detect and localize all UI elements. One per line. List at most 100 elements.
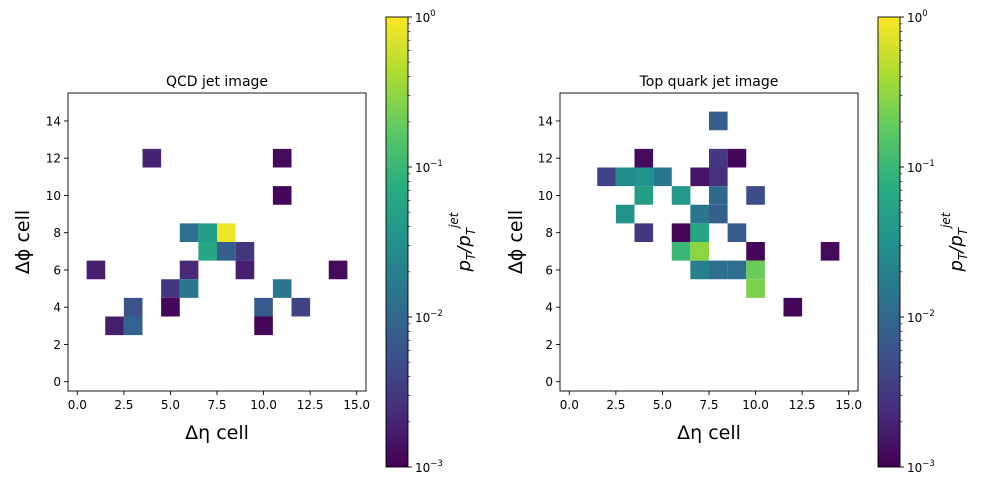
x-tick-label: 12.5 <box>297 398 324 412</box>
heatmap-cell <box>198 242 217 261</box>
heatmap-cell <box>161 279 180 298</box>
colorbar-tick-label: 10−2 <box>907 309 935 325</box>
heatmap-cell <box>727 223 747 242</box>
heatmap-cell <box>634 223 654 242</box>
y-tick-label: 10 <box>538 189 553 203</box>
heatmap-cell <box>328 260 348 280</box>
x-tick-label: 15.0 <box>343 398 370 412</box>
heatmap-cell <box>179 279 199 298</box>
x-tick-label: 10.0 <box>742 398 769 412</box>
heatmap-cell <box>709 186 728 205</box>
heatmap-cell <box>690 242 709 261</box>
heatmap-cell <box>690 223 709 242</box>
heatmap-cell <box>86 260 106 280</box>
colorbar-tick-label: 10−3 <box>907 459 935 475</box>
x-axis-label: Δη cell <box>185 422 249 444</box>
y-tick-label: 14 <box>46 114 61 128</box>
colorbar-tick-label: 10−1 <box>415 159 443 175</box>
heatmap-cell <box>272 148 292 168</box>
y-tick-label: 10 <box>46 189 61 203</box>
heatmap-cell <box>105 316 124 336</box>
x-tick-label: 5.0 <box>161 398 180 412</box>
heatmap-cell <box>727 260 747 280</box>
heatmap-cell <box>634 186 654 205</box>
y-axis-label: Δϕ cell <box>505 210 527 274</box>
colorbar-tick-label: 10−1 <box>907 159 935 175</box>
chart-panel-2: 0.0 2.5 5.0 7.5 10.0 12.5 15.0 0 2 4 6 8 10 12 14 Top q… <box>505 9 970 475</box>
x-tick-label: 7.5 <box>207 398 226 412</box>
heatmap-cell <box>123 297 143 317</box>
heatmap-cell <box>820 242 840 261</box>
heatmap-cell <box>671 242 691 261</box>
heatmap-cell <box>727 148 747 168</box>
chart-title: QCD jet image <box>166 74 268 90</box>
y-axis-label: Δϕ cell <box>12 210 34 274</box>
heatmap-cell <box>235 260 255 280</box>
x-tick-label: 7.5 <box>699 398 718 412</box>
heatmap-cell <box>217 223 236 242</box>
colorbar-frame <box>385 16 409 468</box>
heatmap-cell <box>690 260 709 280</box>
colorbar-gradient <box>386 17 408 467</box>
colorbar: 10−3 10−2 10−1 100 pT/pTjet <box>877 9 970 475</box>
y-tick-label: 8 <box>53 226 61 240</box>
colorbar-tick-label: 100 <box>907 9 928 25</box>
heatmap-cell <box>597 167 616 187</box>
colorbar: 10−3 10−2 10−1 100 pT/pTjet <box>385 9 478 475</box>
heatmap-cell <box>291 297 311 317</box>
heatmap-cell <box>634 167 654 187</box>
chart-panel-1: 0.0 2.5 5.0 7.5 10.0 12.5 15.0 0 2 4 6 8 10 12 14 QCD j… <box>12 9 478 475</box>
heatmap-cell <box>161 297 180 317</box>
heatmap-cell <box>615 204 635 224</box>
heatmap-cell <box>235 242 255 261</box>
y-tick-label: 6 <box>545 263 553 277</box>
colorbar-frame <box>877 16 901 468</box>
x-tick-label: 0.0 <box>68 398 87 412</box>
heatmap-cell <box>198 223 217 242</box>
colorbar-label: pT/pTjet <box>447 211 478 272</box>
y-tick-label: 6 <box>53 263 61 277</box>
heatmap-cell <box>272 279 292 298</box>
heatmap-cell <box>709 204 728 224</box>
y-tick-label: 0 <box>545 375 553 389</box>
y-tick-label: 2 <box>53 338 61 352</box>
heatmap-cell <box>709 148 728 168</box>
heatmap-cell <box>690 204 709 224</box>
chart-title: Top quark jet image <box>639 74 779 90</box>
x-tick-label: 0.0 <box>560 398 579 412</box>
x-tick-label: 5.0 <box>653 398 672 412</box>
heatmap-cell <box>615 167 635 187</box>
y-tick-label: 4 <box>53 301 61 315</box>
heatmap-cell <box>746 260 765 280</box>
heatmap-cell <box>634 148 654 168</box>
heatmap-cell <box>746 186 765 205</box>
heatmap-cell <box>142 148 162 168</box>
heatmap-cell <box>783 297 803 317</box>
heatmap-cell <box>746 242 765 261</box>
heatmap-cell <box>709 111 728 131</box>
x-tick-label: 2.5 <box>114 398 133 412</box>
colorbar-tick-label: 10−2 <box>415 309 443 325</box>
y-tick-label: 0 <box>53 375 61 389</box>
y-tick-label: 12 <box>538 152 553 166</box>
heatmap-cell <box>179 223 199 242</box>
y-tick-label: 8 <box>545 226 553 240</box>
heatmap-cell <box>709 167 728 187</box>
y-tick-label: 2 <box>545 338 553 352</box>
heatmap-cell <box>179 260 199 280</box>
heatmap-cell <box>671 186 691 205</box>
x-tick-label: 15.0 <box>835 398 862 412</box>
heatmap-cell <box>746 279 765 298</box>
colorbar-gradient <box>878 17 900 467</box>
colorbar-tick-label: 100 <box>415 9 436 25</box>
heatmap-cell <box>123 316 143 336</box>
heatmap-cell <box>272 186 292 205</box>
heatmap-cell <box>254 297 273 317</box>
x-tick-label: 12.5 <box>789 398 816 412</box>
heatmap-cell <box>671 223 691 242</box>
heatmap-cell <box>653 167 672 187</box>
heatmap-cell <box>254 316 273 336</box>
heatmap-cell <box>690 167 709 187</box>
colorbar-label: pT/pTjet <box>939 211 970 272</box>
